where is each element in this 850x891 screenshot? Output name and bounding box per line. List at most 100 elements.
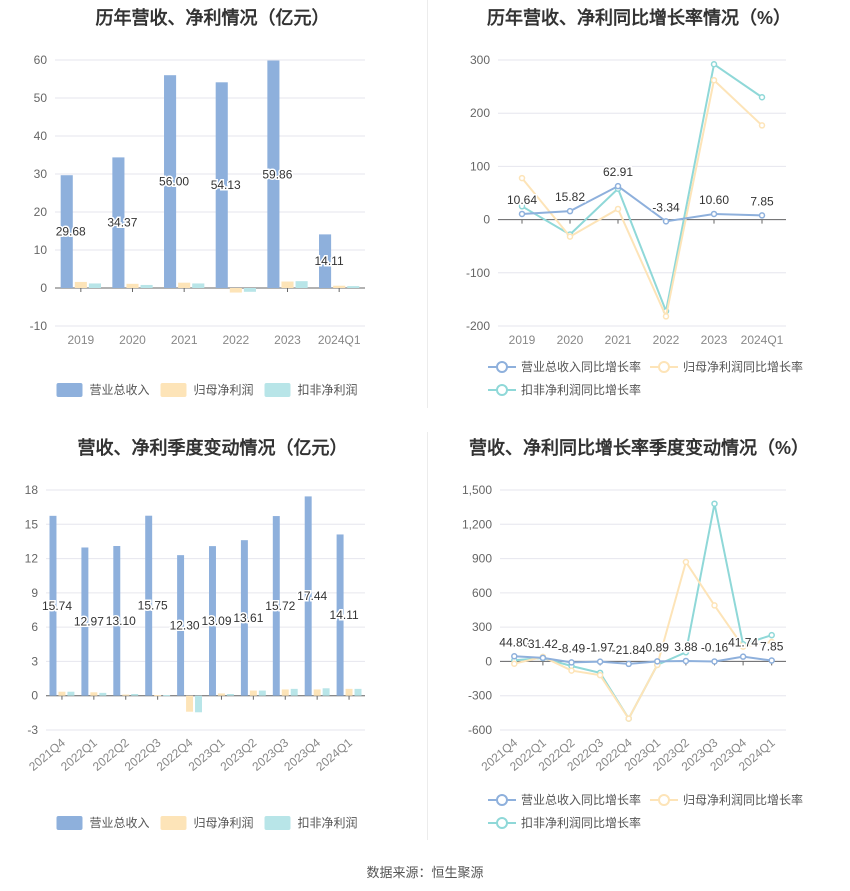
legend-swatch <box>264 816 291 830</box>
legend-label: 扣非净利润 <box>298 816 358 830</box>
bar <box>209 546 216 696</box>
data-label: 14.11 <box>330 608 359 622</box>
y-tick-label: 900 <box>472 552 492 566</box>
x-tick-label: 2020 <box>119 333 146 347</box>
data-label: 7.85 <box>750 194 774 208</box>
bar <box>354 688 362 696</box>
data-label: 15.72 <box>265 599 295 613</box>
data-label: 41.74 <box>728 636 758 650</box>
data-point <box>682 649 690 656</box>
bar <box>195 695 202 713</box>
legend-swatch <box>160 816 187 830</box>
bar <box>154 695 162 697</box>
data-label: -21.84 <box>612 643 646 657</box>
series-line <box>514 503 773 721</box>
chart-annual-revenue: 历年营收、净利情况（亿元） -10 0 10 20 30 40 50 60 2019 2020 20… <box>0 0 425 410</box>
bar <box>249 690 257 696</box>
data-point <box>625 715 632 722</box>
legend-swatch-marker <box>496 794 508 806</box>
data-point <box>662 313 670 320</box>
data-point <box>711 500 718 507</box>
data-label: 29.68 <box>56 225 86 239</box>
y-tick-label: 50 <box>34 91 48 105</box>
legend-label: 营业总收入 <box>90 816 150 830</box>
x-tick-label: 2022 <box>653 333 680 347</box>
x-tick-label: 2024Q1 <box>313 735 355 773</box>
chart-title: 营收、净利同比增长率季度变动情况（%） <box>468 438 809 458</box>
bar <box>347 286 360 288</box>
series-line <box>514 655 772 665</box>
data-point <box>758 93 766 101</box>
data-point <box>682 657 690 665</box>
y-tick-label: 3 <box>31 654 38 668</box>
data-point <box>568 667 575 674</box>
data-point <box>511 653 518 660</box>
bar <box>112 157 125 288</box>
data-point <box>710 76 718 84</box>
bar <box>322 688 330 696</box>
bar <box>226 694 234 696</box>
data-point <box>518 174 526 182</box>
data-label: 31.42 <box>528 637 558 651</box>
data-point <box>596 671 604 679</box>
data-point <box>768 657 775 664</box>
data-point <box>768 631 775 639</box>
data-label: 54.13 <box>211 178 241 192</box>
x-tick-label: 2019 <box>509 333 536 347</box>
data-point <box>711 658 718 665</box>
data-point <box>566 207 574 215</box>
bar <box>74 281 87 288</box>
bar <box>345 688 353 696</box>
x-tick-label: 2021 <box>171 333 198 347</box>
y-tick-label: 40 <box>34 129 48 143</box>
x-tick-label: 2023 <box>274 333 301 347</box>
data-point <box>758 212 766 219</box>
bar <box>178 282 191 288</box>
data-label: 59.86 <box>262 167 292 181</box>
bar <box>240 540 248 696</box>
y-tick-label: 1,500 <box>462 483 492 497</box>
bar <box>58 691 66 696</box>
y-tick-label: 300 <box>472 620 492 634</box>
data-label: -0.16 <box>701 640 729 654</box>
bar <box>140 284 153 288</box>
y-tick-label: 0 <box>485 654 492 668</box>
x-tick-label: 2024Q1 <box>741 333 784 347</box>
legend-swatch-marker <box>658 794 670 806</box>
data-label: 7.85 <box>760 640 784 654</box>
y-tick-label: 18 <box>25 483 39 497</box>
legend-swatch <box>264 383 291 397</box>
y-tick-label: 0 <box>483 213 490 227</box>
legend-label: 扣非净利润 <box>298 383 358 397</box>
data-label: 15.75 <box>138 599 168 613</box>
y-tick-label: 20 <box>34 205 48 219</box>
data-label: 17.44 <box>297 589 327 603</box>
x-tick-label: 2021 <box>605 333 632 347</box>
data-point <box>518 203 526 210</box>
data-point <box>614 205 622 213</box>
legend-label: 营业总收入同比增长率 <box>521 359 641 374</box>
bar <box>122 694 130 696</box>
bar <box>60 175 73 288</box>
legend-label: 归母净利润同比增长率 <box>683 359 803 374</box>
bar <box>49 515 57 696</box>
data-point <box>625 660 632 668</box>
series-line <box>514 559 772 721</box>
data-label: 56.00 <box>159 175 189 189</box>
data-point <box>596 658 604 665</box>
legend-swatch <box>56 816 83 830</box>
divider <box>427 432 428 840</box>
data-label: 15.82 <box>555 190 585 204</box>
bar <box>164 75 177 288</box>
bar <box>163 695 171 697</box>
legend-swatch <box>56 383 83 397</box>
chart-title: 历年营收、净利情况（亿元） <box>95 8 330 28</box>
chart-quarterly-growth: 营收、净利同比增长率季度变动情况（%） -600 -300 0 300 600 900 1,… <box>428 430 850 850</box>
data-label: 13.09 <box>201 614 231 628</box>
y-tick-label: 30 <box>34 167 48 181</box>
y-tick-label: 100 <box>470 159 490 173</box>
bar <box>145 515 153 696</box>
bar <box>290 688 298 696</box>
chart-quarterly-revenue: 营收、净利季度变动情况（亿元） -3 0 3 6 9 12 15 18 2021Q4 2022Q1… <box>0 430 425 850</box>
bar <box>192 283 205 288</box>
